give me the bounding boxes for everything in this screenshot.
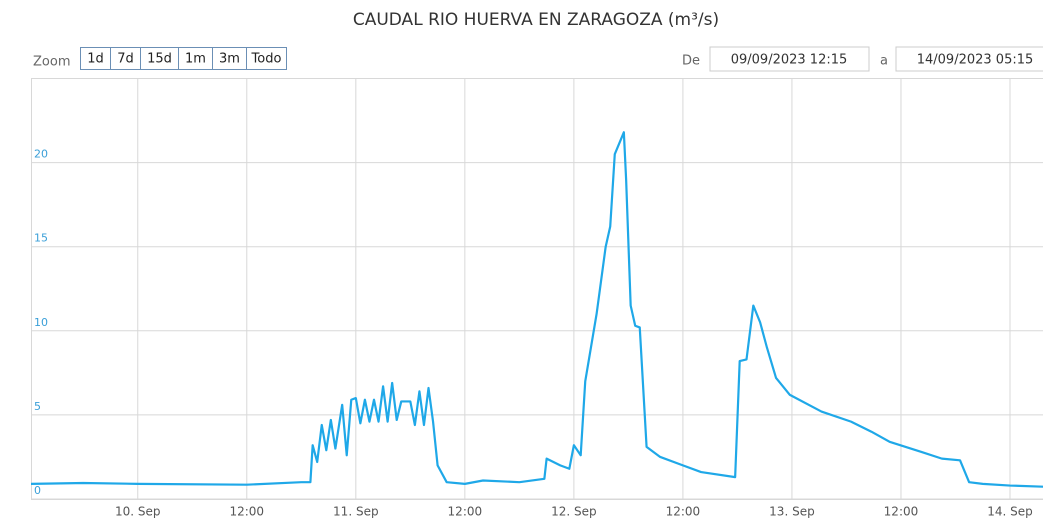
y-tick-label: 20 [34,148,48,161]
zoom-button-label[interactable]: 7d [117,52,134,67]
x-tick-label: 12. Sep [551,505,597,519]
x-tick-label: 12:00 [229,505,264,519]
range-to-input[interactable] [895,46,1043,72]
y-tick-label: 0 [34,484,41,497]
range-from-input[interactable] [709,46,870,72]
x-tick-label: 10. Sep [115,505,161,519]
zoom-button-label[interactable]: Todo [251,52,282,67]
y-tick-label: 5 [34,400,41,413]
range-to-label: a [880,54,888,69]
x-tick-label: 13. Sep [769,505,815,519]
x-tick-label: 11. Sep [333,505,379,519]
zoom-button[interactable] [246,47,287,70]
zoom-button-label[interactable]: 15d [147,52,172,67]
zoom-button-label[interactable]: 3m [219,52,240,67]
y-tick-label: 10 [34,316,48,329]
y-tick-label: 15 [34,232,48,245]
chart-title: CAUDAL RIO HUERVA EN ZARAGOZA (m³/s) [353,10,719,30]
range-to[interactable]: 14/09/2023 05:15 [917,53,1034,68]
series-line [31,131,1043,488]
zoom-button-label[interactable]: 1d [87,52,104,67]
x-tick-label: 12:00 [448,505,483,519]
range-from[interactable]: 09/09/2023 12:15 [731,53,848,68]
x-tick-label: 14. Sep [987,505,1033,519]
zoom-button-label[interactable]: 1m [185,52,206,67]
x-tick-label: 12:00 [884,505,919,519]
x-tick-label: 12:00 [666,505,701,519]
zoom-label: Zoom [33,55,70,70]
plot-area [31,78,1043,500]
range-from-label: De [682,54,700,69]
plot-border [31,78,1043,500]
